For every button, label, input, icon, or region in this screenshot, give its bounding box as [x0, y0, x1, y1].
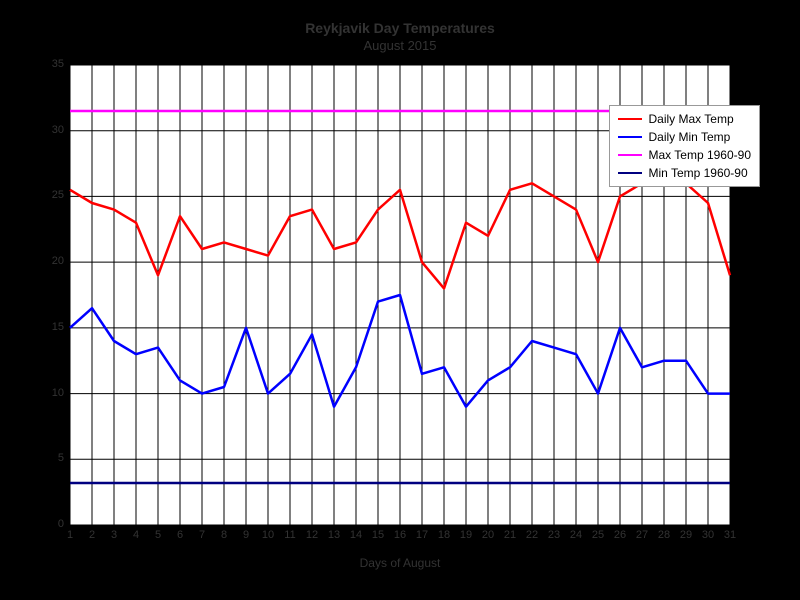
x-tick-label: 7: [194, 529, 210, 541]
y-tick-label: 30: [52, 124, 64, 136]
y-tick-label: 0: [58, 518, 64, 530]
x-tick-label: 26: [612, 529, 628, 541]
legend-item: Daily Min Temp: [618, 128, 751, 146]
x-tick-label: 12: [304, 529, 320, 541]
x-tick-label: 27: [634, 529, 650, 541]
chart-svg: [0, 0, 800, 600]
y-tick-label: 15: [52, 321, 64, 333]
x-tick-label: 15: [370, 529, 386, 541]
x-tick-label: 20: [480, 529, 496, 541]
x-tick-label: 21: [502, 529, 518, 541]
x-tick-label: 9: [238, 529, 254, 541]
x-tick-label: 3: [106, 529, 122, 541]
x-tick-label: 10: [260, 529, 276, 541]
x-tick-label: 8: [216, 529, 232, 541]
legend-label: Daily Min Temp: [648, 130, 730, 144]
x-tick-label: 19: [458, 529, 474, 541]
legend-label: Max Temp 1960-90: [648, 148, 751, 162]
chart-container: Reykjavik Day Temperatures August 2015 D…: [0, 0, 800, 600]
x-tick-label: 16: [392, 529, 408, 541]
x-tick-label: 5: [150, 529, 166, 541]
x-tick-label: 30: [700, 529, 716, 541]
y-tick-label: 25: [52, 189, 64, 201]
x-tick-label: 4: [128, 529, 144, 541]
x-tick-label: 24: [568, 529, 584, 541]
x-tick-label: 22: [524, 529, 540, 541]
legend-swatch: [618, 118, 642, 120]
x-tick-label: 31: [722, 529, 738, 541]
x-axis-label: Days of August: [0, 556, 800, 570]
x-tick-label: 28: [656, 529, 672, 541]
legend-item: Max Temp 1960-90: [618, 146, 751, 164]
y-tick-label: 35: [52, 58, 64, 70]
legend-swatch: [618, 172, 642, 174]
x-tick-label: 25: [590, 529, 606, 541]
x-tick-label: 29: [678, 529, 694, 541]
x-tick-label: 6: [172, 529, 188, 541]
x-tick-label: 11: [282, 529, 298, 541]
x-tick-label: 23: [546, 529, 562, 541]
legend: Daily Max Temp Daily Min Temp Max Temp 196…: [609, 105, 760, 187]
legend-swatch: [618, 136, 642, 138]
y-tick-label: 10: [52, 387, 64, 399]
x-tick-label: 18: [436, 529, 452, 541]
legend-label: Min Temp 1960-90: [648, 166, 747, 180]
x-tick-label: 13: [326, 529, 342, 541]
x-tick-label: 2: [84, 529, 100, 541]
legend-label: Daily Max Temp: [648, 112, 733, 126]
y-tick-label: 5: [58, 452, 64, 464]
legend-item: Daily Max Temp: [618, 110, 751, 128]
legend-item: Min Temp 1960-90: [618, 164, 751, 182]
x-tick-label: 1: [62, 529, 78, 541]
legend-swatch: [618, 154, 642, 156]
x-tick-label: 17: [414, 529, 430, 541]
y-tick-label: 20: [52, 255, 64, 267]
x-tick-label: 14: [348, 529, 364, 541]
